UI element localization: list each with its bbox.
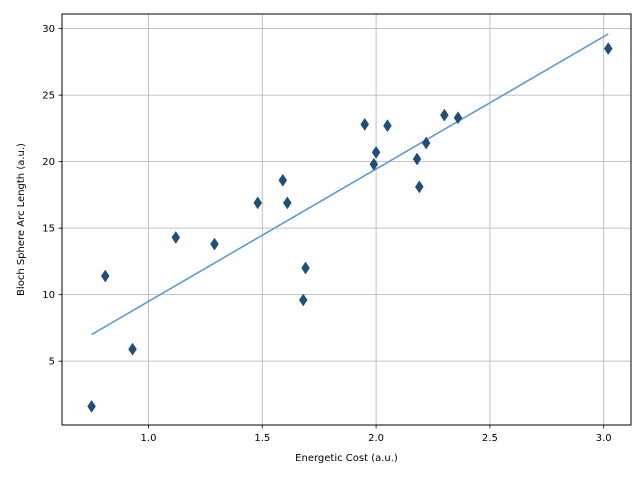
data-point (283, 196, 292, 210)
y-axis-ticks: 5 10 15 20 25 30 (42, 24, 62, 368)
plot-frame (61, 13, 632, 426)
data-point (100, 269, 110, 283)
fit-line-group (91, 33, 609, 336)
y-tick-label: 10 (42, 290, 55, 301)
data-point (360, 117, 370, 131)
data-point (128, 342, 137, 356)
x-tick-label: 2.0 (368, 433, 384, 444)
x-axis-label: Energetic Cost (a.u.) (295, 453, 398, 464)
y-tick-label: 15 (42, 224, 55, 235)
x-axis-ticks: 1.0 1.5 2.0 2.5 3.0 (141, 425, 612, 444)
x-tick-label: 2.5 (482, 433, 498, 444)
data-point (278, 173, 288, 187)
data-point (453, 111, 463, 125)
data-point (301, 261, 310, 275)
data-point (371, 145, 381, 159)
data-point (440, 108, 449, 122)
data-point (253, 196, 263, 210)
y-tick-label: 30 (42, 24, 55, 35)
data-point (421, 136, 431, 150)
y-tick-label: 5 (49, 357, 55, 368)
data-point (412, 152, 422, 166)
data-points (87, 42, 613, 413)
data-point (298, 293, 308, 307)
data-point (171, 231, 181, 244)
data-point (87, 399, 96, 413)
x-tick-label: 1.0 (141, 433, 157, 444)
data-point (383, 119, 392, 133)
data-point (369, 157, 379, 171)
grid-lines (62, 14, 631, 425)
fit-line (91, 33, 609, 336)
x-tick-label: 3.0 (596, 433, 612, 444)
y-tick-label: 25 (42, 91, 55, 102)
y-axis-label: Bloch Sphere Arc Length (a.u.) (16, 143, 27, 296)
plot-area (62, 14, 631, 425)
data-point (210, 237, 219, 251)
x-tick-label: 1.5 (254, 433, 270, 444)
y-tick-label: 20 (42, 157, 55, 168)
data-point (415, 180, 424, 194)
data-point (603, 42, 613, 56)
